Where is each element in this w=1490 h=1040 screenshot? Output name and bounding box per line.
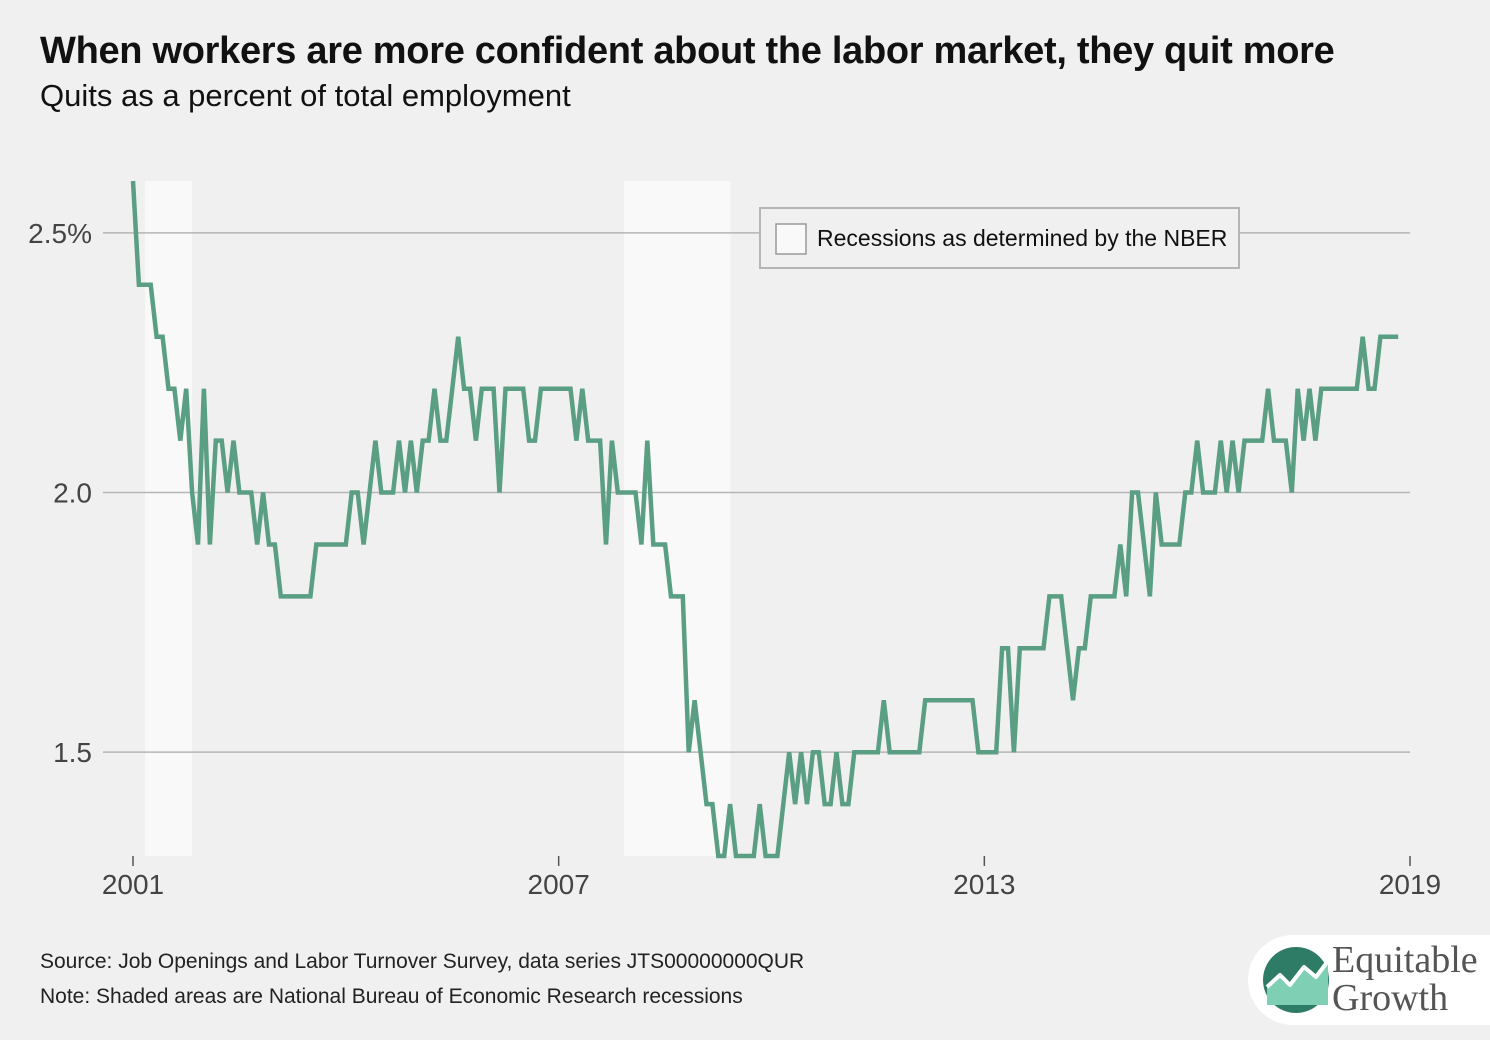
legend-box [759,207,1240,269]
logo-line-1: Equitable [1332,939,1478,981]
line-chart: 1.5 2.0 2.5% 2001 2007 2013 2019 Recessions a… [28,180,1441,900]
series-layer [130,180,1399,859]
source-note: Source: Job Openings and Labor Turnover … [40,950,805,973]
legend-swatch [775,223,807,255]
legend-label: Recessions as determined by the NBER [817,225,1227,251]
series-line-1 [130,180,1399,859]
logo-line-2: Growth [1332,977,1449,1019]
x-tick-label: 2001 [102,869,164,900]
y-tick-label: 2.0 [53,478,92,509]
x-tick-label: 2019 [1379,869,1441,900]
y-axis: 1.5 2.0 2.5% [28,218,92,768]
recession-band-1 [145,181,192,856]
chart-subtitle: Quits as a percent of total employment [40,78,571,113]
x-axis: 2001 2007 2013 2019 [102,856,1441,900]
y-tick-label: 2.5% [28,218,92,249]
x-tick-label: 2007 [528,869,590,900]
chart-title: When workers are more confident about th… [40,30,1335,72]
logo-mark-icon [1263,947,1330,1013]
legend: Recessions as determined by the NBER [759,207,1240,269]
x-tick-label: 2013 [953,869,1015,900]
shading-note: Note: Shaded areas are National Bureau o… [40,985,743,1008]
equitable-growth-logo: Equitable Growth [1248,935,1490,1025]
y-tick-label: 1.5 [53,737,92,768]
